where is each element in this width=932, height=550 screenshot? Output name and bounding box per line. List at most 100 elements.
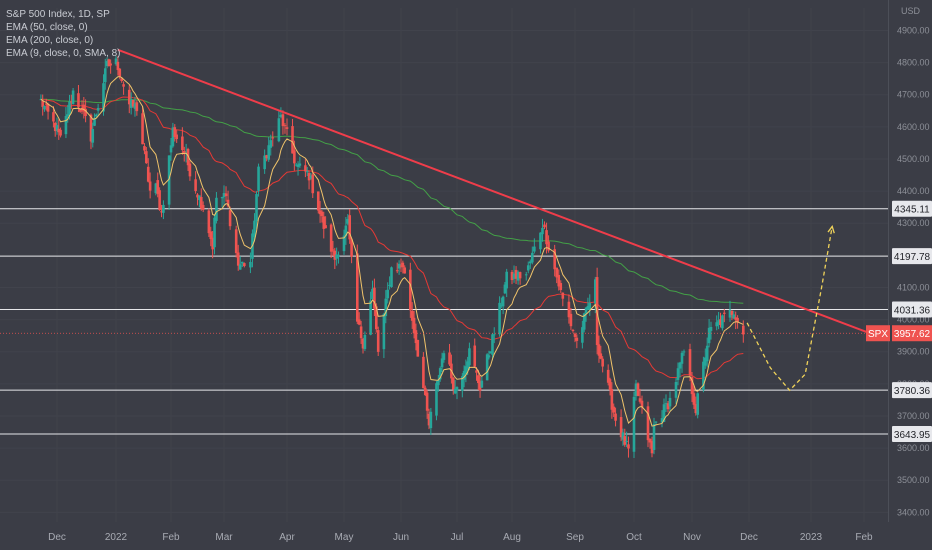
candle-body <box>70 101 73 103</box>
candle-body <box>255 194 258 222</box>
ticker-box <box>866 325 890 342</box>
candle-body <box>82 104 86 112</box>
horizontal-levels <box>0 208 888 435</box>
candle-body <box>416 339 420 357</box>
candle-body <box>305 171 309 173</box>
candle-body <box>569 313 573 327</box>
candle-body <box>359 326 363 339</box>
price-tick-label: 4800.00 <box>897 58 930 68</box>
time-tick-label: Sep <box>566 532 584 543</box>
level-label: 4031.36 <box>894 306 931 317</box>
candle-body <box>120 78 123 82</box>
ema-9-path <box>40 76 744 427</box>
candle-body <box>742 325 745 335</box>
projection-path[interactable] <box>746 225 835 392</box>
level-label: 3643.95 <box>894 430 931 441</box>
candle-body <box>238 264 242 270</box>
candle-body <box>623 436 627 445</box>
candle-body <box>371 288 374 300</box>
candle-body <box>464 366 468 374</box>
candle-body <box>599 353 603 359</box>
candle-body <box>717 320 720 325</box>
candle-body <box>503 284 507 294</box>
candle-body <box>363 334 367 349</box>
candle-body <box>77 93 80 108</box>
candle-body <box>621 432 625 440</box>
candle-body <box>453 388 457 394</box>
candle-body <box>66 114 70 117</box>
candle-body <box>199 197 203 209</box>
candle-body <box>662 404 666 422</box>
candle-body <box>422 356 425 389</box>
candle-body <box>557 274 561 287</box>
candle-body <box>356 253 359 322</box>
candle-body <box>375 306 378 330</box>
candle-body <box>581 327 584 343</box>
candle-body <box>84 108 87 117</box>
candle-body <box>169 145 173 153</box>
candle-body <box>612 406 616 413</box>
candle-body <box>145 151 148 164</box>
candle-body <box>664 403 668 405</box>
candle-body <box>78 108 82 112</box>
candle-body <box>107 59 111 67</box>
candle-body <box>329 224 333 252</box>
candle-body <box>531 252 534 263</box>
candle-body <box>730 310 734 316</box>
candle-body <box>571 330 575 332</box>
candle-body <box>281 114 285 127</box>
candle-body <box>524 274 528 276</box>
level-label-box <box>892 301 932 318</box>
candle-body <box>627 444 630 449</box>
candle-body <box>95 114 98 117</box>
legend-entry: EMA (50, close, 0) <box>6 22 88 33</box>
candle-body <box>43 105 46 110</box>
candle-body <box>226 199 230 207</box>
candle-body <box>194 179 197 192</box>
legend: S&P 500 Index, 1D, SP EMA (50, close, 0) E… <box>6 9 120 59</box>
candle-body <box>52 112 55 122</box>
time-tick-label: May <box>335 532 354 543</box>
price-tick-label: 4700.00 <box>897 90 930 100</box>
candle-body <box>304 165 307 172</box>
candle-body <box>68 101 71 115</box>
candle-body <box>543 224 546 228</box>
candle-body <box>674 381 678 398</box>
candle-body <box>234 229 238 254</box>
candle-body <box>512 273 516 279</box>
candle-body <box>606 369 610 383</box>
candle-body <box>409 269 412 311</box>
candle-body <box>395 270 399 272</box>
price-tick-label: 4000.00 <box>897 315 930 325</box>
candle-body <box>732 314 736 319</box>
candle-body <box>267 145 271 160</box>
candle-body <box>638 398 642 402</box>
candle-body <box>696 393 699 415</box>
time-tick-label: 2023 <box>800 532 823 543</box>
candle-body <box>279 114 283 117</box>
level-label-box <box>892 425 932 442</box>
candle-body <box>388 284 391 286</box>
time-tick-label: Dec <box>740 532 758 543</box>
candle-body <box>257 166 260 191</box>
candle-body <box>311 174 315 194</box>
candle-body <box>734 317 737 320</box>
candle-body <box>296 164 300 167</box>
candle-body <box>382 313 386 350</box>
candle-body <box>158 190 161 211</box>
candle-body <box>636 383 640 396</box>
time-tick-label: Feb <box>855 532 873 543</box>
time-tick-label: Jun <box>393 532 409 543</box>
candle-body <box>721 315 724 329</box>
candle-body <box>105 61 109 67</box>
ema-50-line <box>40 96 744 380</box>
trendline[interactable] <box>117 48 886 340</box>
candle-body <box>676 368 680 380</box>
price-tick-label: 4300.00 <box>897 218 930 228</box>
candle-body <box>476 375 480 384</box>
candle-body <box>702 361 705 391</box>
candle-body <box>44 103 48 105</box>
candle-body <box>109 63 112 66</box>
candle-body <box>309 175 313 179</box>
